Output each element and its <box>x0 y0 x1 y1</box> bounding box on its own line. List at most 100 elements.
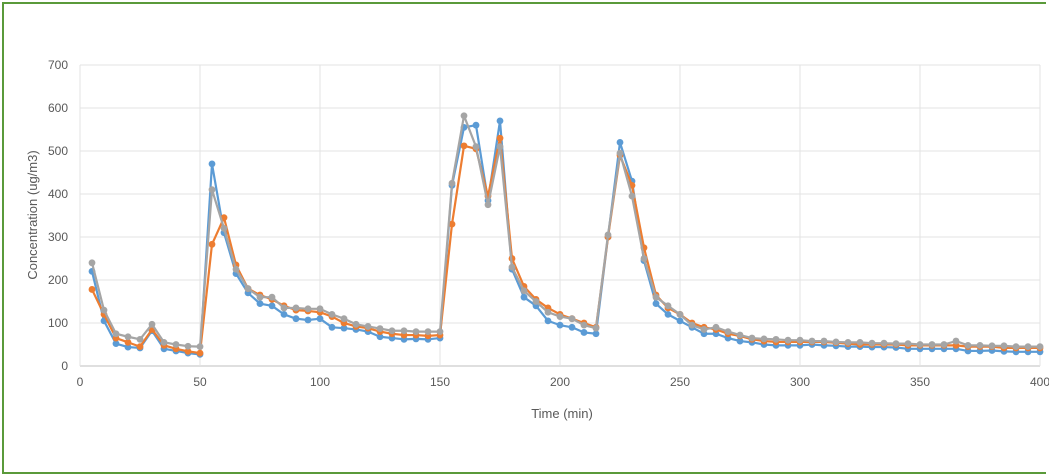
data-point <box>520 293 528 301</box>
data-point <box>268 302 276 310</box>
data-point <box>508 263 516 271</box>
data-point <box>184 342 192 350</box>
x-tick-label: 50 <box>193 375 207 389</box>
data-point <box>172 341 180 348</box>
data-point <box>616 149 624 157</box>
data-point <box>748 334 756 342</box>
data-point <box>400 327 408 335</box>
data-point <box>292 304 300 312</box>
data-point <box>940 341 948 348</box>
data-point <box>436 328 444 335</box>
data-point <box>256 293 264 301</box>
data-point <box>316 315 324 323</box>
data-point <box>556 321 564 329</box>
data-point <box>796 336 804 344</box>
data-point <box>184 347 192 355</box>
data-point <box>88 286 96 293</box>
y-tick-label: 400 <box>48 187 68 201</box>
x-tick-label: 300 <box>790 375 810 389</box>
data-point <box>1024 343 1032 351</box>
data-point <box>136 335 144 343</box>
data-point <box>460 142 468 150</box>
series-line <box>90 114 1040 348</box>
data-point <box>568 323 576 331</box>
x-tick-labels: 0 50 100 150 200 250 300 350 400 <box>77 375 1049 389</box>
data-point <box>196 343 204 351</box>
data-point <box>592 324 600 332</box>
data-point <box>376 325 384 332</box>
data-point <box>232 265 240 273</box>
data-point <box>304 305 312 313</box>
data-point <box>496 134 504 142</box>
data-point <box>280 304 288 312</box>
data-point <box>340 315 348 323</box>
data-point <box>928 341 936 348</box>
data-point <box>1036 343 1044 351</box>
data-point <box>316 305 324 313</box>
series-1 <box>88 117 1044 358</box>
data-point <box>148 320 156 328</box>
data-point <box>868 339 876 347</box>
data-point <box>580 329 588 336</box>
data-point <box>160 338 168 346</box>
data-point <box>244 285 252 292</box>
data-point <box>964 341 972 349</box>
data-point <box>664 311 672 318</box>
y-tick-label: 600 <box>48 101 68 115</box>
data-point <box>424 328 432 335</box>
data-point <box>448 179 456 187</box>
data-point <box>256 300 264 308</box>
data-point <box>592 330 600 338</box>
y-tick-label: 0 <box>61 359 68 373</box>
data-point <box>544 317 552 325</box>
data-point <box>988 342 996 350</box>
data-point <box>328 323 336 331</box>
data-point <box>904 340 912 348</box>
data-point <box>772 335 780 343</box>
data-point <box>760 335 768 343</box>
data-point <box>340 324 348 332</box>
data-point <box>220 225 228 232</box>
data-point <box>736 331 744 339</box>
data-point <box>604 231 612 239</box>
data-point <box>124 338 132 346</box>
data-point <box>628 192 636 200</box>
data-point <box>784 336 792 344</box>
data-point <box>88 259 96 267</box>
data-point <box>664 302 672 310</box>
data-point <box>136 343 144 351</box>
data-point <box>364 323 372 330</box>
y-tick-label: 200 <box>48 273 68 287</box>
data-point <box>268 293 276 301</box>
data-point <box>916 341 924 348</box>
data-point <box>820 337 828 345</box>
data-point <box>676 311 684 318</box>
data-point <box>952 337 960 345</box>
data-point <box>208 160 216 168</box>
data-point <box>112 340 120 348</box>
data-point <box>484 201 492 209</box>
data-point <box>100 306 108 314</box>
y-tick-label: 100 <box>48 316 68 330</box>
series-3 <box>88 112 1044 351</box>
x-axis-title: Time (min) <box>531 406 593 421</box>
data-point <box>352 320 360 328</box>
data-point <box>580 321 588 329</box>
y-tick-label: 300 <box>48 230 68 244</box>
x-tick-label: 400 <box>1030 375 1049 389</box>
x-tick-label: 0 <box>77 375 84 389</box>
data-point <box>112 330 120 338</box>
data-point <box>460 112 468 120</box>
series-layer <box>88 112 1044 358</box>
data-point <box>652 300 660 308</box>
x-tick-label: 250 <box>670 375 690 389</box>
data-point <box>304 316 312 324</box>
data-point <box>640 255 648 262</box>
x-tick-label: 100 <box>310 375 330 389</box>
data-point <box>688 321 696 329</box>
data-point <box>736 337 744 345</box>
data-point <box>568 315 576 323</box>
data-point <box>292 315 300 323</box>
